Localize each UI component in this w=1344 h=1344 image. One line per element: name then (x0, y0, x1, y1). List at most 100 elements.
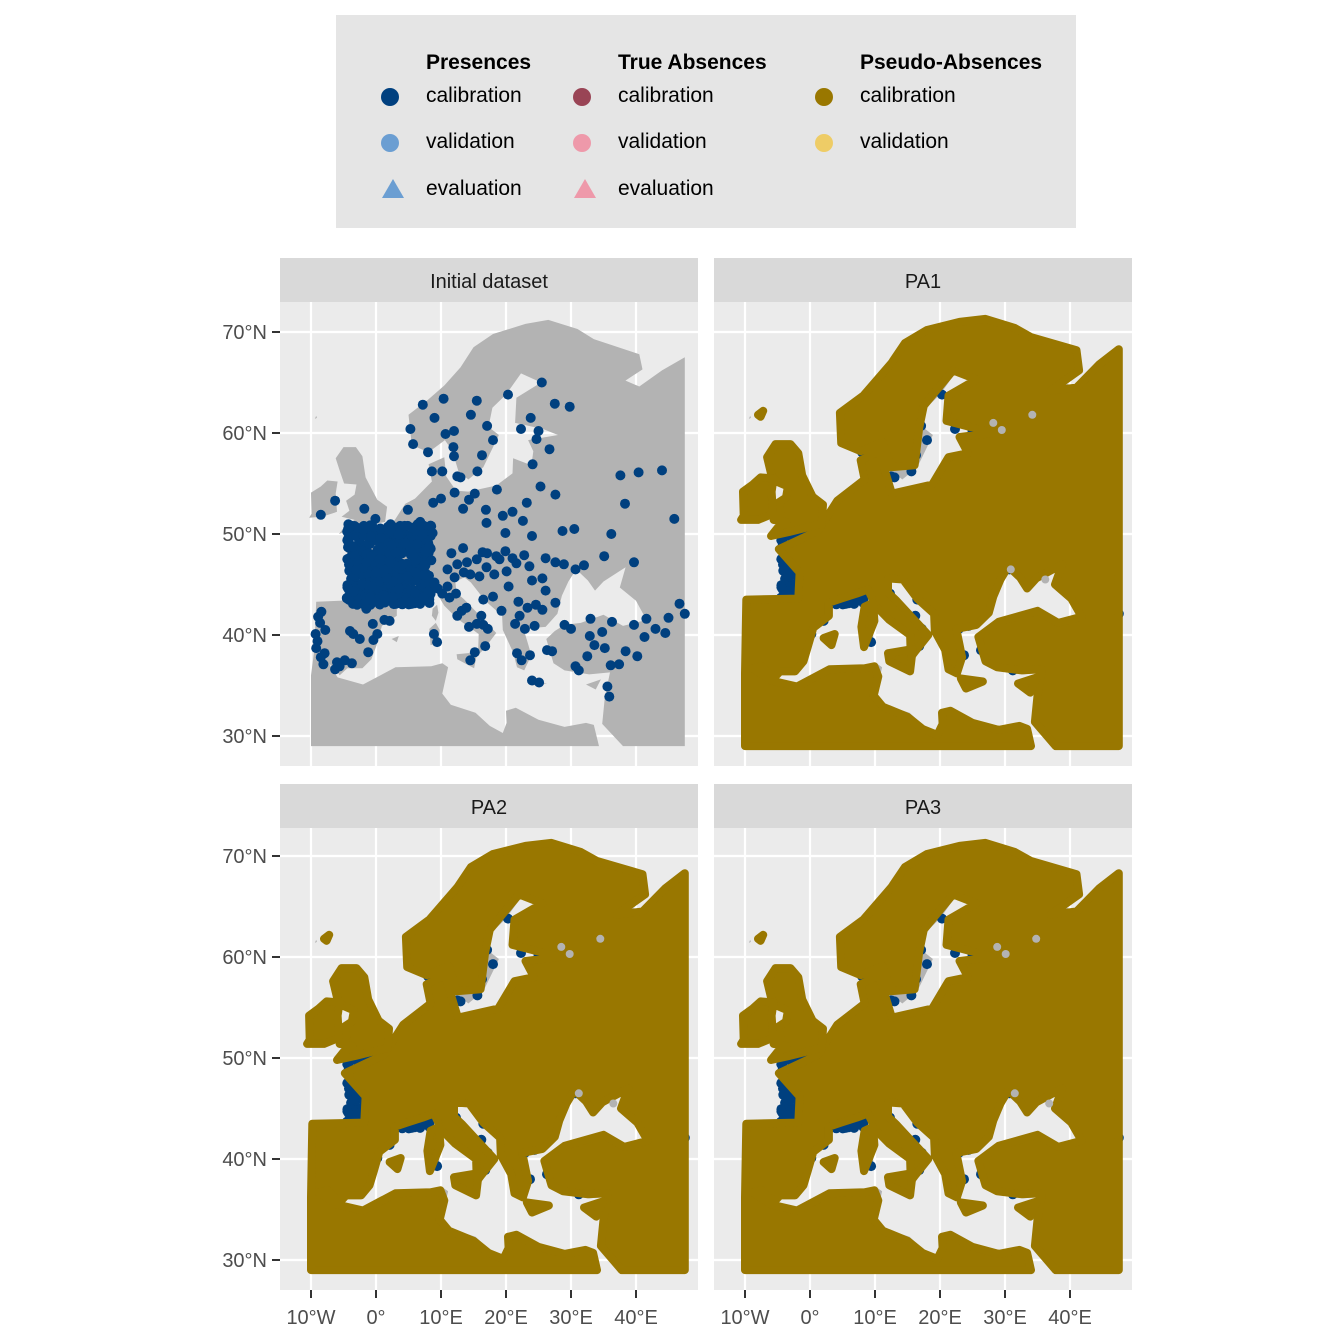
pseudo-absence-cluster (956, 674, 987, 693)
presence-point (544, 444, 555, 455)
presence-point (525, 412, 536, 423)
presence-point (465, 409, 476, 420)
circle-key-icon (815, 134, 833, 152)
presence-point (641, 613, 652, 624)
land-shape (314, 415, 317, 419)
presence-point (410, 567, 421, 578)
pseudo-absence-points (303, 838, 689, 1275)
presence-point (358, 524, 369, 535)
presence-point (599, 643, 610, 654)
presence-point (585, 613, 596, 624)
presence-point (341, 592, 352, 603)
presence-point (503, 581, 514, 592)
presence-point (452, 559, 463, 570)
presence-point (330, 495, 341, 506)
presence-point (313, 611, 324, 622)
pseudo-absence-cluster (884, 1169, 917, 1200)
pseudo-absence-cluster (956, 1198, 987, 1217)
triangle-key-icon (382, 179, 404, 198)
presence-point (496, 605, 507, 616)
presence-point (503, 389, 513, 400)
presence-point (436, 493, 446, 504)
pseudo-absence-cluster (741, 838, 1123, 1275)
presence-point (400, 538, 411, 549)
presence-point (427, 528, 438, 538)
presence-point (372, 629, 383, 639)
facet-panel: Initial dataset 30°N 40°N 50°N 60°N 70°N (222, 258, 698, 766)
pseudo-absence-cluster (307, 838, 689, 1275)
presence-point (629, 557, 639, 568)
presence-point (777, 1107, 788, 1118)
presence-point (569, 524, 580, 534)
presence-point (449, 487, 460, 498)
presence-point (614, 659, 625, 670)
x-tick-label: 10°E (419, 1307, 463, 1329)
pseudo-absence-cluster (884, 645, 917, 676)
presence-point (488, 591, 498, 602)
presence-point (511, 558, 522, 569)
facet-strip-title: Initial dataset (430, 271, 548, 293)
presence-point (452, 471, 463, 482)
x-tick-label: 10°W (720, 1307, 769, 1329)
presence-point (361, 603, 372, 614)
presence-point (375, 533, 386, 543)
y-tick-label: 30°N (222, 1250, 267, 1272)
legend-item-label: validation (426, 130, 515, 153)
presence-point (482, 420, 493, 431)
y-tick-label: 70°N (222, 322, 267, 344)
presence-point (922, 435, 932, 446)
presence-point (550, 597, 561, 608)
pseudo-absence-cluster (819, 1154, 839, 1174)
land-shape (309, 480, 338, 518)
presence-point (461, 602, 472, 613)
presence-point (406, 596, 417, 607)
presence-point (537, 604, 548, 615)
land-gap (989, 418, 998, 427)
presence-point (564, 401, 575, 412)
presence-point (657, 465, 667, 476)
presence-point (629, 619, 639, 630)
presence-point (464, 621, 474, 632)
presence-point (393, 583, 404, 594)
presence-point (449, 572, 460, 583)
presence-point (332, 657, 342, 668)
x-tick-label: 10°E (853, 1307, 897, 1329)
presence-point (398, 559, 409, 570)
presence-point (412, 539, 423, 550)
presence-point (478, 594, 489, 605)
presence-point (408, 439, 419, 450)
presence-point (632, 651, 643, 662)
land-shape (586, 679, 601, 690)
presence-point (604, 691, 615, 702)
presence-point (476, 610, 487, 621)
presence-point (550, 557, 561, 568)
presence-point (462, 557, 472, 568)
presence-point (529, 620, 540, 631)
presence-point (342, 535, 353, 546)
presence-point (367, 618, 378, 629)
pseudo-absence-cluster (320, 930, 334, 945)
presence-point (522, 602, 533, 613)
presence-point (428, 497, 439, 508)
presence-point (366, 531, 376, 542)
presence-point (501, 566, 512, 577)
presence-point (390, 547, 401, 558)
presence-point (599, 551, 610, 562)
x-tick-label: 40°E (614, 1307, 658, 1329)
pseudo-absence-cluster (763, 964, 827, 1064)
presence-point (426, 466, 437, 477)
presence-point (527, 531, 537, 541)
presence-point (589, 640, 600, 651)
pseudo-absence-cluster (737, 997, 778, 1048)
presence-point (488, 959, 498, 970)
presence-point (482, 548, 493, 559)
presence-point (428, 629, 439, 639)
presence-point (584, 631, 595, 641)
presence-point (432, 637, 443, 648)
y-tick-label: 50°N (222, 1048, 267, 1070)
presence-point (472, 466, 483, 477)
presence-point (374, 553, 385, 564)
presence-point (524, 561, 535, 572)
presence-point (442, 564, 453, 575)
presence-point (451, 588, 461, 599)
